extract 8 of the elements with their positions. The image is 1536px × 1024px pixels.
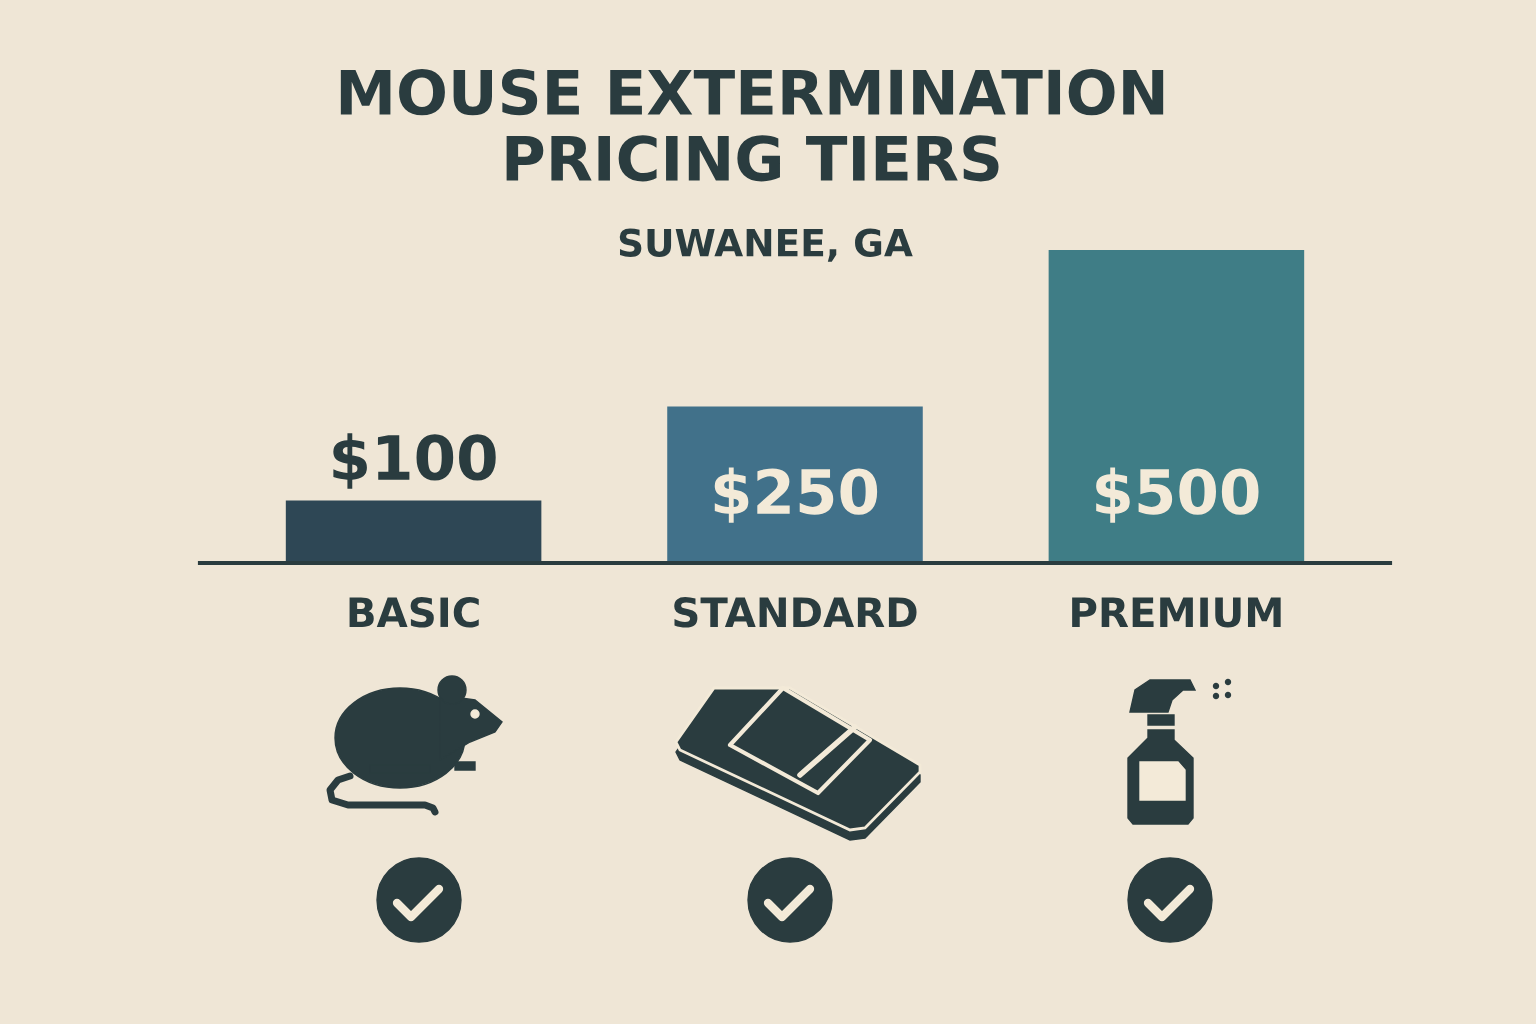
chart-subtitle: SUWANEE, GA — [619, 228, 913, 262]
x-tick-label: PREMIUM — [1072, 597, 1281, 628]
data-label: $500 — [1096, 467, 1259, 523]
data-label: $100 — [333, 433, 496, 489]
x-tick-label: BASIC — [349, 597, 479, 628]
x-tick-label: STANDARD — [674, 597, 917, 628]
data-label: $250 — [714, 467, 878, 523]
chart-title: MOUSE EXTERMINATION PRICING TIERS — [340, 69, 1164, 182]
